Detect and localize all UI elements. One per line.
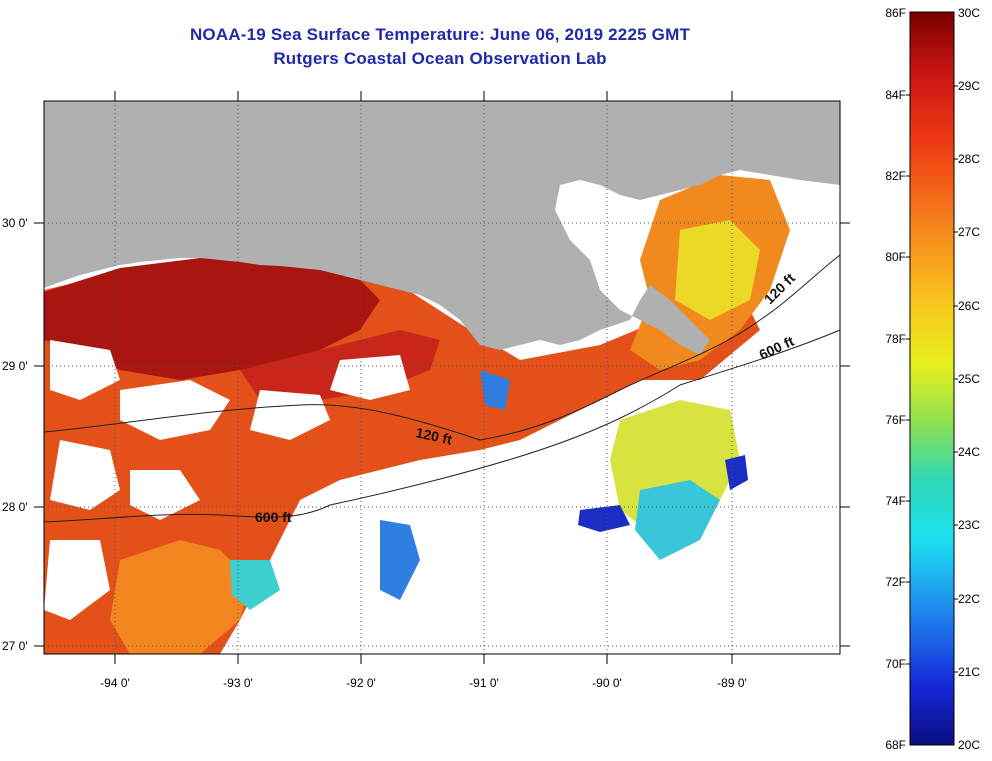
contour-600ft [43, 329, 841, 523]
sst-deep-red-coastal [44, 258, 380, 380]
colorbar-label-c: 21C [958, 665, 981, 679]
colorbar-label-f: 68F [885, 738, 906, 752]
colorbar-ticks [906, 85, 958, 673]
map-subtitle: Rutgers Coastal Ocean Observation Lab [273, 49, 607, 68]
latitude-label: 29 0' [2, 359, 28, 373]
cloud-patch [250, 390, 330, 440]
colorbar-label-c: 24C [958, 445, 981, 459]
sst-cyan-patch-5 [230, 560, 280, 610]
sst-cool-patch-4 [480, 370, 510, 410]
sst-east-yellow [675, 220, 760, 320]
longitude-label: -89 0' [717, 676, 747, 690]
latitude-label: 30 0' [2, 216, 28, 230]
contour-label-west-600: 600 ft [255, 509, 292, 525]
cloud-patch [330, 355, 410, 400]
longitude-label: -92 0' [346, 676, 376, 690]
colorbar-label-c: 26C [958, 299, 981, 313]
colorbar-label-c: 30C [958, 6, 981, 20]
colorbar-label-f: 86F [885, 6, 906, 20]
longitude-label: -90 0' [592, 676, 622, 690]
sst-offshore-cyan [635, 480, 720, 560]
colorbar-label-f: 80F [885, 250, 906, 264]
cloud-patch [50, 440, 120, 510]
latitude-label: 28 0' [2, 500, 28, 514]
sst-blue-patch-1 [578, 505, 630, 532]
colorbar-label-c: 28C [958, 152, 981, 166]
contour-120ft [43, 254, 841, 441]
colorbar-label-f: 82F [885, 169, 906, 183]
temperature-colorbar [909, 11, 955, 746]
sst-cool-patch-3 [380, 520, 420, 600]
colorbar-label-f: 72F [885, 575, 906, 589]
colorbar-label-c: 23C [958, 518, 981, 532]
colorbar-label-c: 29C [958, 79, 981, 93]
colorbar-label-f: 76F [885, 413, 906, 427]
colorbar-label-c: 22C [958, 592, 981, 606]
map-frame [43, 100, 841, 655]
graticule [44, 101, 840, 654]
colorbar-label-f: 70F [885, 657, 906, 671]
cloud-patch [44, 540, 110, 620]
contour-label-west-120: 120 ft [414, 424, 453, 447]
colorbar-label-c: 20C [958, 738, 981, 752]
longitude-label: -91 0' [469, 676, 499, 690]
longitude-label: -93 0' [223, 676, 253, 690]
colorbar-label-c: 25C [958, 372, 981, 386]
colorbar-label-f: 78F [885, 332, 906, 346]
latitude-label: 27 0' [2, 639, 28, 653]
colorbar-label-c: 27C [958, 225, 981, 239]
sst-orange-south [110, 540, 250, 654]
tick-marks [34, 91, 850, 664]
sst-blue-patch-2 [725, 455, 748, 490]
colorbar-label-f: 74F [885, 494, 906, 508]
map-title: NOAA-19 Sea Surface Temperature: June 06… [189, 25, 691, 44]
longitude-label: -94 0' [100, 676, 130, 690]
land-coastline [44, 101, 840, 355]
cloud-patch [120, 380, 230, 440]
colorbar-label-f: 84F [885, 88, 906, 102]
cloud-patch [50, 340, 120, 400]
cloud-patch [130, 470, 200, 520]
